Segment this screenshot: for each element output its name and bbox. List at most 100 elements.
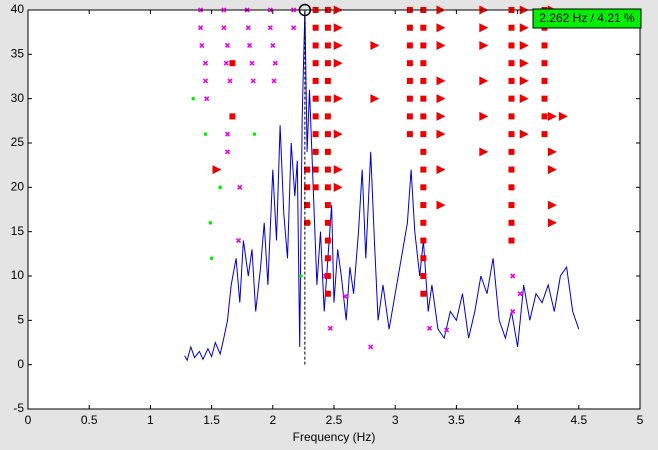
square-marker bbox=[324, 148, 331, 155]
x-marker bbox=[221, 25, 227, 31]
x-marker bbox=[342, 293, 348, 299]
triangle-marker bbox=[479, 5, 489, 15]
x-tick-label: 2 bbox=[269, 413, 276, 427]
x-tick-label: 3 bbox=[392, 413, 399, 427]
x-marker bbox=[227, 78, 233, 84]
x-marker bbox=[237, 184, 243, 190]
cursor-label: 2.262 Hz / 4.21 % bbox=[539, 11, 635, 25]
square-marker bbox=[312, 148, 319, 155]
square-marker bbox=[420, 131, 427, 138]
point-marker bbox=[252, 132, 257, 136]
square-marker bbox=[324, 237, 331, 244]
x-tick-label: 4 bbox=[514, 413, 521, 427]
square-marker bbox=[304, 166, 311, 173]
x-marker bbox=[444, 327, 450, 333]
x-tick-label: 1 bbox=[147, 413, 154, 427]
square-marker bbox=[312, 166, 319, 173]
square-marker bbox=[406, 42, 413, 49]
x-marker bbox=[198, 25, 204, 31]
x-marker bbox=[510, 273, 516, 279]
square-marker bbox=[406, 24, 413, 31]
triangle-marker bbox=[436, 165, 446, 175]
square-marker bbox=[420, 166, 427, 173]
triangle-marker bbox=[558, 111, 568, 121]
square-marker bbox=[420, 290, 427, 297]
triangle-marker bbox=[333, 58, 343, 68]
point-marker bbox=[209, 256, 214, 261]
square-marker bbox=[508, 24, 515, 31]
y-tick-label: 35 bbox=[11, 47, 25, 61]
square-marker bbox=[508, 237, 515, 244]
point-marker bbox=[299, 274, 303, 278]
y-tick-label: 30 bbox=[11, 91, 25, 105]
x-tick-label: 1.5 bbox=[203, 413, 220, 427]
square-marker bbox=[508, 77, 515, 84]
square-marker bbox=[420, 113, 427, 120]
square-marker bbox=[420, 77, 427, 84]
square-marker bbox=[420, 219, 427, 226]
x-marker bbox=[250, 78, 256, 84]
square-marker bbox=[229, 113, 236, 120]
y-tick-label: 0 bbox=[17, 357, 24, 371]
square-marker bbox=[324, 184, 331, 191]
square-marker bbox=[324, 77, 331, 84]
square-marker bbox=[508, 184, 515, 191]
triangle-marker bbox=[370, 94, 380, 104]
square-marker bbox=[508, 60, 515, 67]
triangle-marker bbox=[333, 94, 343, 104]
square-marker bbox=[541, 131, 548, 138]
square-marker bbox=[508, 219, 515, 226]
square-marker bbox=[324, 113, 331, 120]
square-marker bbox=[420, 237, 427, 244]
square-marker bbox=[406, 77, 413, 84]
triangle-marker bbox=[479, 147, 489, 157]
y-tick-label: 10 bbox=[11, 268, 25, 282]
triangle-marker bbox=[333, 23, 343, 33]
x-marker bbox=[249, 60, 255, 66]
point-marker bbox=[218, 185, 222, 190]
x-tick-label: 4.5 bbox=[570, 413, 587, 427]
x-tick-label: 5 bbox=[637, 413, 644, 427]
triangle-marker bbox=[333, 5, 343, 15]
square-marker bbox=[420, 60, 427, 67]
square-marker bbox=[312, 113, 319, 120]
triangle-marker bbox=[519, 129, 529, 139]
x-marker bbox=[291, 25, 297, 31]
square-marker bbox=[508, 202, 515, 209]
x-marker bbox=[327, 325, 333, 331]
x-marker bbox=[368, 344, 374, 350]
square-marker bbox=[406, 7, 413, 13]
square-marker bbox=[312, 95, 319, 102]
x-tick-label: 0.5 bbox=[81, 413, 98, 427]
triangle-marker bbox=[479, 76, 489, 86]
x-marker bbox=[267, 25, 273, 31]
x-axis-label: Frequency (Hz) bbox=[293, 430, 376, 444]
square-marker bbox=[508, 95, 515, 102]
triangle-marker bbox=[212, 165, 222, 175]
x-marker bbox=[199, 42, 205, 49]
y-tick-label: -5 bbox=[13, 401, 24, 415]
point-marker bbox=[191, 96, 196, 101]
x-marker bbox=[426, 325, 433, 331]
square-marker bbox=[324, 273, 331, 279]
square-marker bbox=[541, 60, 548, 67]
square-marker bbox=[406, 113, 413, 120]
triangle-marker bbox=[547, 147, 557, 157]
triangle-marker bbox=[333, 165, 343, 175]
triangle-marker bbox=[370, 40, 380, 50]
x-marker bbox=[271, 78, 277, 84]
triangle-marker bbox=[547, 165, 557, 175]
square-marker bbox=[406, 95, 413, 102]
square-marker bbox=[508, 113, 515, 120]
square-marker bbox=[324, 290, 331, 297]
triangle-marker bbox=[436, 94, 446, 104]
triangle-marker bbox=[333, 129, 343, 139]
triangle-marker bbox=[436, 129, 446, 139]
x-marker bbox=[224, 131, 231, 137]
triangle-marker bbox=[436, 76, 446, 86]
square-marker bbox=[420, 255, 427, 262]
x-marker bbox=[202, 78, 209, 84]
x-tick-label: 0 bbox=[25, 413, 32, 427]
square-marker bbox=[324, 95, 331, 102]
